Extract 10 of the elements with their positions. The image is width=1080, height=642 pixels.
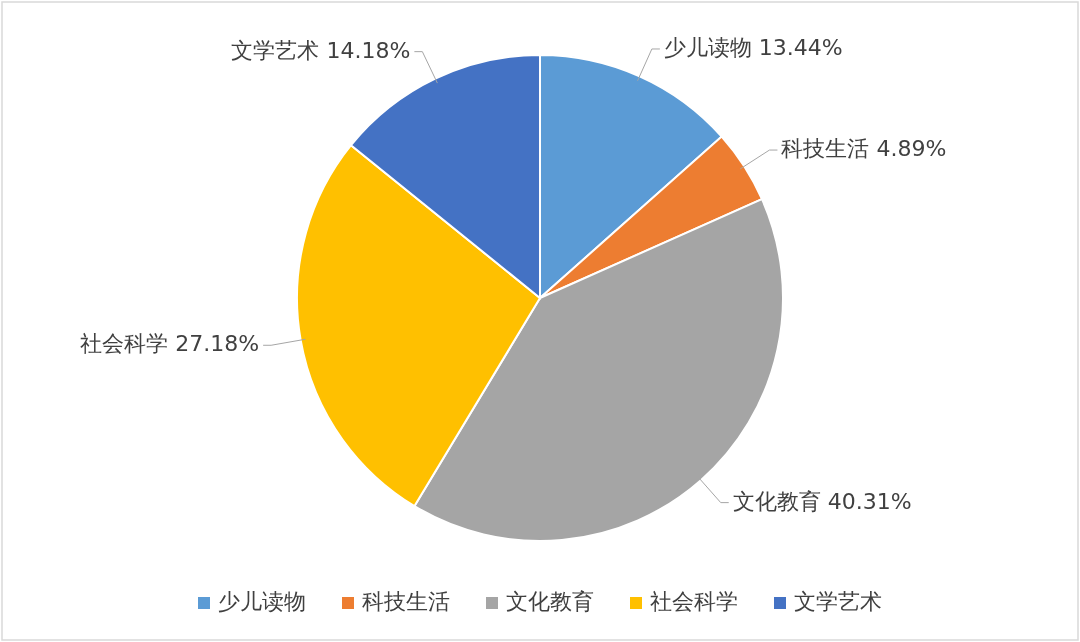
- category-label: 社会科学 27.18%: [80, 331, 260, 357]
- legend-label: 文学艺术: [794, 589, 882, 614]
- category-label: 少儿读物 13.44%: [663, 34, 843, 60]
- category-label: 文化教育 40.31%: [732, 488, 912, 514]
- category-label: 文学艺术 14.18%: [231, 37, 411, 63]
- legend-label: 文化教育: [506, 589, 594, 614]
- legend-label: 科技生活: [362, 589, 450, 614]
- legend-label: 少儿读物: [218, 589, 306, 614]
- legend-label: 社会科学: [650, 589, 738, 614]
- category-label: 科技生活 4.89%: [781, 136, 947, 162]
